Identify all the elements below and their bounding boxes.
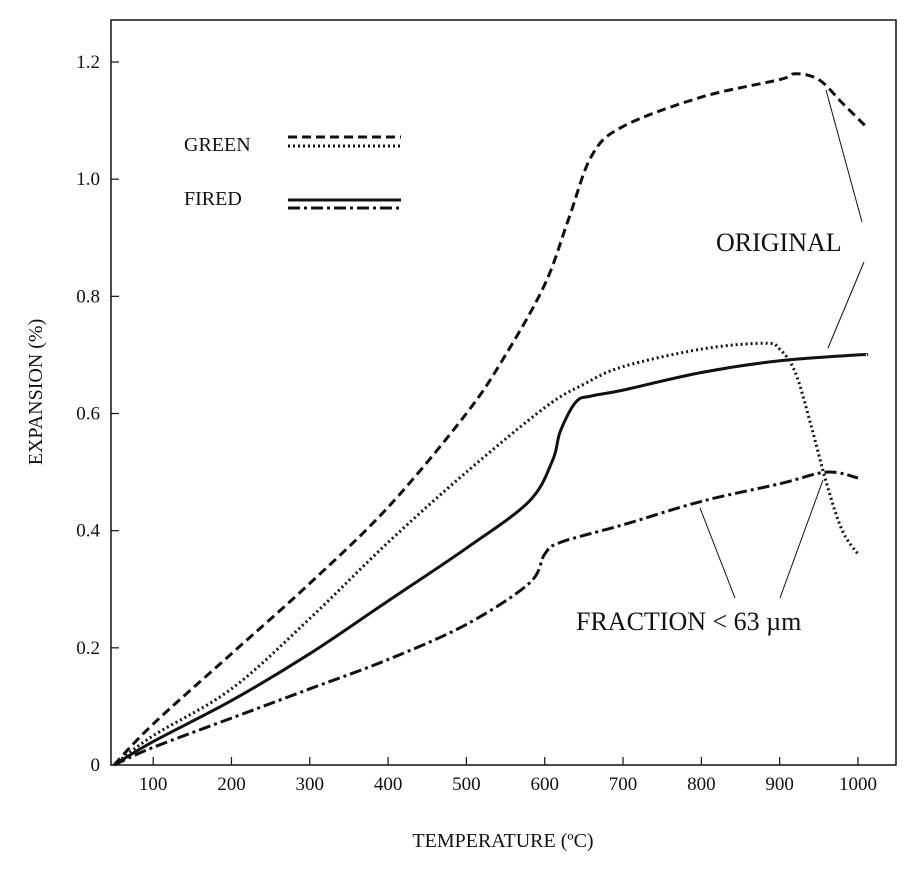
y-axis-title: EXPANSION (%) [25,319,47,465]
x-tick-label: 500 [452,774,481,795]
y-tick-label: 0.6 [76,404,100,425]
legend-label-green: GREEN [184,134,251,156]
x-tick-label: 1000 [839,774,877,795]
legend-label-fired: FIRED [184,188,242,210]
y-tick-label: 0.2 [76,638,100,659]
series-line-fired-dash-dot [113,470,859,767]
x-tick-label: 100 [139,774,168,795]
callout-fraction-fired [699,507,736,599]
axis-ticks: 100 200 300 400 500 600 700 800 900 1000 0 0.2 0.4 0.… [76,52,877,795]
series-line-fired-solid [113,352,869,767]
series-line-green-dotted [113,341,860,767]
y-tick-label: 0.8 [76,286,100,307]
y-tick-label: 1.0 [76,169,100,190]
x-tick-label: 900 [765,774,794,795]
x-tick-label: 400 [374,774,403,795]
y-tick-label: 0.4 [76,521,100,542]
x-tick-label: 800 [687,774,716,795]
annotation-fraction: FRACTION < 63 µm [576,607,801,636]
callout-original-green [825,89,863,223]
plot-frame [110,19,897,766]
x-tick-label: 300 [296,774,325,795]
x-tick-label: 200 [217,774,246,795]
x-tick-label: 700 [609,774,638,795]
y-tick-label: 1.2 [76,52,100,73]
series-line-green-dashed [112,72,867,767]
callout-original-fired [827,261,865,349]
x-axis-title: TEMPERATURE (ºC) [412,830,593,852]
x-tick-label: 600 [530,774,559,795]
callout-fraction-green [779,479,824,599]
series-group [112,72,869,767]
annotation-original: ORIGINAL [716,228,842,257]
y-tick-label: 0 [91,755,101,776]
